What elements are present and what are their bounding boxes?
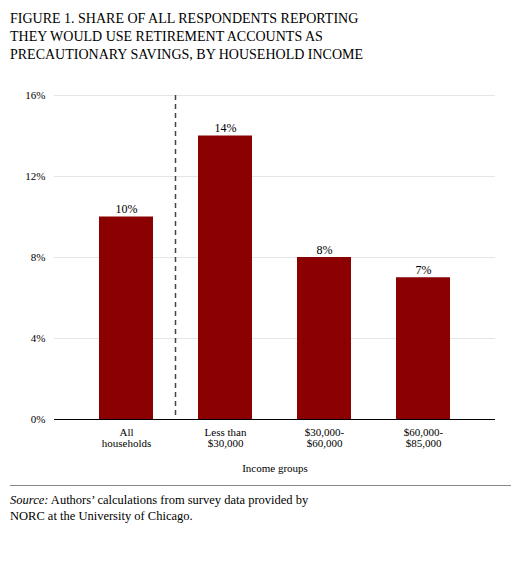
svg-text:0%: 0% <box>31 413 46 425</box>
svg-text:$60,000-$85,000: $60,000-$85,000 <box>404 426 444 449</box>
svg-text:$30,000-$60,000: $30,000-$60,000 <box>305 426 345 449</box>
svg-text:14%: 14% <box>215 121 237 135</box>
svg-text:Income groups: Income groups <box>242 461 308 473</box>
svg-text:4%: 4% <box>31 332 46 344</box>
svg-text:7%: 7% <box>416 262 432 276</box>
svg-text:8%: 8% <box>317 242 333 256</box>
svg-text:16%: 16% <box>25 89 45 101</box>
svg-text:10%: 10% <box>116 202 138 216</box>
svg-text:8%: 8% <box>31 251 46 263</box>
html-text:FIGURE 1. SHARE OF ALL RESPOND: FIGURE 1. SHARE OF ALL RESPONDENTS REPOR… <box>10 11 363 63</box>
svg-text:12%: 12% <box>25 170 45 182</box>
svg-text:Allhouseholds: Allhouseholds <box>102 426 152 449</box>
html-text:Source: Authors’ calculations: Source: Authors’ calculations from surve… <box>10 492 309 523</box>
svg-text:Less than$30,000: Less than$30,000 <box>205 426 247 449</box>
